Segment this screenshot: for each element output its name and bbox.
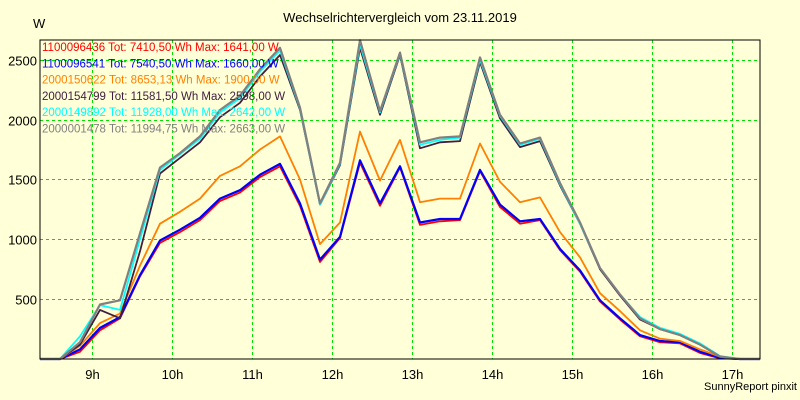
x-tick-label: 11h xyxy=(242,367,263,382)
legend-entry: 1100096541 Tot: 7540,50 Wh Max: 1660,00 … xyxy=(42,58,279,70)
y-tick-label: 2500 xyxy=(8,54,37,69)
legend-entry: 2000150622 Tot: 8653,13 Wh Max: 1900,00 … xyxy=(42,75,280,87)
y-tick-label: 2000 xyxy=(8,114,37,129)
series-line-2000150622 xyxy=(40,130,760,360)
legend: 1100096436 Tot: 7410,50 Wh Max: 1641,00 … xyxy=(42,42,285,136)
legend-entry: 2000001478 Tot: 11994,75 Wh Max: 2663,00… xyxy=(42,124,285,136)
y-tick-label: 1000 xyxy=(8,233,37,248)
plot-frame xyxy=(39,39,761,360)
legend-entry: 2000149892 Tot: 11928,00 Wh Max: 2642,00… xyxy=(42,107,285,119)
series-layer xyxy=(40,39,760,361)
x-tick-label: 15h xyxy=(562,367,584,382)
x-tick-label: 9h xyxy=(85,367,99,382)
x-tick-label: 16h xyxy=(642,367,664,382)
series-line-1100096541 xyxy=(40,159,760,361)
chart-title: Wechselrichtervergleich vom 23.11.2019 xyxy=(283,10,517,25)
x-tick-label: 13h xyxy=(402,367,424,382)
x-tick-label: 12h xyxy=(322,367,344,382)
x-tick-label: 17h xyxy=(722,367,744,382)
grid-layer xyxy=(40,40,760,359)
x-tick-label: 10h xyxy=(162,367,184,382)
x-tick-label: 14h xyxy=(482,367,504,382)
legend-entry: 2000154799 Tot: 11581,50 Wh Max: 2598,00… xyxy=(42,91,285,103)
y-tick-label: 1500 xyxy=(8,173,37,188)
y-tick-label: 500 xyxy=(15,293,37,308)
legend-entry: 1100096436 Tot: 7410,50 Wh Max: 1641,00 … xyxy=(42,42,279,54)
y-axis-unit-label: W xyxy=(33,16,46,31)
credit-label: SunnyReport pinxit xyxy=(704,381,797,393)
tick-layer: 9h 10h 11h 12h 13h 14h 15h 16h 17h 500 1000 1500 200… xyxy=(8,54,743,383)
series-line-2000001478 xyxy=(40,39,760,361)
